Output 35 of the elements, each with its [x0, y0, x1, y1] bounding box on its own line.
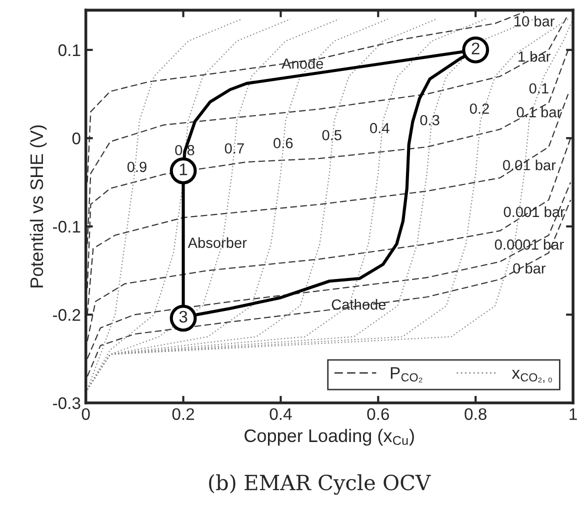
- annotation: 0.4: [370, 122, 390, 134]
- annotation: 1: [180, 164, 188, 176]
- annotation: 0.1: [529, 83, 548, 94]
- annotation: 0.001 bar: [504, 206, 565, 218]
- annotation: 0.6: [274, 138, 293, 148]
- annotation: 3: [179, 310, 188, 323]
- annotation: 0.9: [127, 162, 146, 172]
- x-tick-label: 0: [82, 408, 90, 420]
- legend-label: x$_{CO₂,₀}$: [512, 370, 552, 383]
- annotation: Anode: [282, 58, 324, 69]
- y-tick-label: -0.3: [53, 397, 80, 410]
- y-tick-label: 0: [72, 132, 80, 144]
- annotation: 10 bar: [514, 16, 554, 26]
- y-tick-label: -0.2: [53, 309, 80, 321]
- y-tick-label: 0.1: [58, 44, 80, 56]
- annotation: Absorber: [188, 237, 247, 248]
- x-axis-title: Copper Loading (x$_{Cu}$): [244, 428, 414, 446]
- annotation: 0.1 bar: [516, 106, 562, 118]
- annotation: 0.2: [470, 104, 489, 114]
- x-tick-label: 1: [570, 408, 577, 420]
- annotation: 0.3: [420, 114, 440, 126]
- x-tick-label: 0.4: [270, 408, 292, 420]
- text: (b) EMAR Cycle OCV: [209, 474, 431, 495]
- x-tick-label: 0.2: [172, 408, 194, 420]
- annotation: 0 bar: [513, 262, 546, 274]
- annotation: 1 bar: [518, 51, 550, 62]
- y-axis-title: Potential vs SHE (V): [30, 125, 47, 288]
- annotation: 0.5: [322, 130, 342, 140]
- annotation: 2: [472, 42, 480, 54]
- legend-label: P$_{CO₂}$: [390, 367, 422, 382]
- y-tick-label: -0.1: [53, 220, 80, 233]
- annotation: 0.7: [224, 143, 244, 154]
- x-tick-label: 0.8: [464, 408, 486, 420]
- annotation: 0.01 bar: [503, 160, 556, 170]
- x-tick-label: 0.6: [367, 408, 390, 420]
